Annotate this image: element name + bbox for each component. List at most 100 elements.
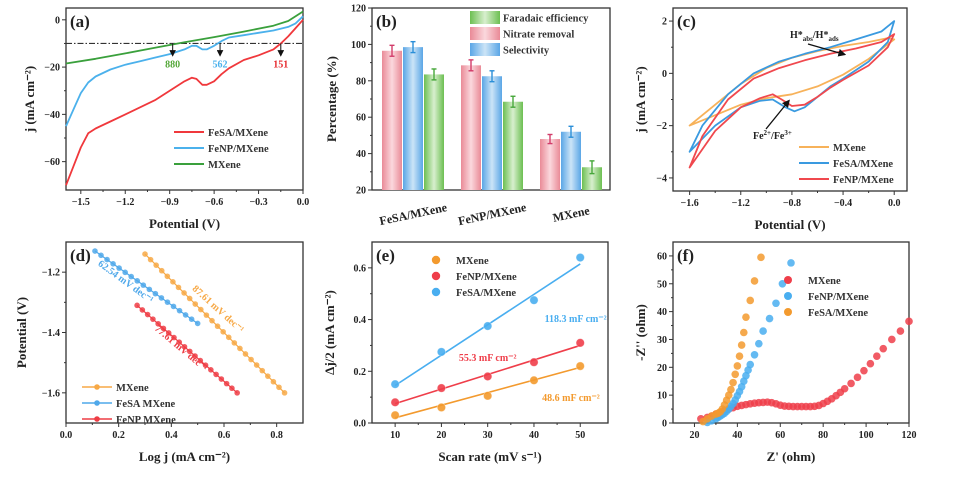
- y-tick-label: 60: [356, 113, 366, 124]
- series-line-fesa-mxene: [65, 19, 304, 186]
- data-point: [276, 384, 282, 391]
- x-tick-label: −1.2: [116, 197, 134, 208]
- data-point: [436, 347, 447, 357]
- data-point: [158, 267, 165, 274]
- legend-label: MXene: [116, 383, 149, 394]
- data-point: [270, 378, 277, 385]
- y-axis-title: -Z'' (ohm): [633, 304, 648, 361]
- panel-label: (c): [677, 12, 696, 31]
- data-point: [727, 385, 735, 394]
- data-point: [175, 284, 182, 291]
- capacitance-label: 118.3 mF cm⁻²: [545, 314, 607, 325]
- data-point: [248, 356, 254, 363]
- data-point: [214, 323, 221, 330]
- data-point: [134, 278, 141, 284]
- data-point: [116, 265, 122, 271]
- data-point: [390, 410, 400, 420]
- y-tick-label: 0.6: [354, 263, 367, 274]
- data-point: [390, 379, 400, 389]
- y-tick-label: 60: [657, 251, 667, 262]
- bar: [503, 101, 523, 190]
- panel-label: (b): [376, 12, 397, 31]
- y-tick-label: 0: [55, 15, 60, 26]
- annotation-part: /Fe: [770, 131, 785, 142]
- data-point: [735, 352, 744, 360]
- data-point: [575, 338, 585, 348]
- data-point: [223, 380, 230, 387]
- y-tick-label: 30: [657, 335, 667, 346]
- annotation-h-label: H*abs/H*ads: [790, 30, 839, 43]
- bar: [482, 76, 502, 190]
- panel-d: −1.2 −1.4 −1.6 0.0 0.2 0.4 0.6 0.8 (d) Log j (mA …: [14, 241, 304, 464]
- data-point: [436, 402, 447, 413]
- data-point: [225, 334, 232, 341]
- data-point: [529, 375, 539, 385]
- annotation-arrow: [807, 43, 847, 57]
- data-point: [840, 384, 849, 393]
- annotation-part: Fe: [753, 131, 764, 142]
- data-point: [128, 273, 135, 280]
- data-point: [731, 370, 740, 379]
- data-point: [153, 262, 159, 268]
- y-tick-label: 0.2: [354, 367, 367, 378]
- x-tick-label: 60: [775, 430, 785, 441]
- y-tick-label: 50: [657, 279, 667, 290]
- y-axis-title: Percentage (%): [324, 56, 339, 142]
- y-tick-label: 0.0: [354, 419, 367, 430]
- x-tick-label: 30: [483, 430, 493, 441]
- x-tick-label: −1.2: [732, 198, 750, 209]
- legend-marker: [431, 271, 441, 281]
- data-point: [757, 253, 765, 262]
- slope-label: 77.61 mV dec⁻¹: [152, 323, 209, 374]
- x-tick-label: 20: [436, 430, 446, 441]
- x-tick-label: 40: [529, 430, 539, 441]
- series-loop-fesa-mxene: [688, 20, 896, 153]
- data-point: [198, 306, 204, 313]
- y-tick-label: 0.4: [354, 315, 367, 326]
- data-point: [234, 390, 240, 396]
- data-point: [575, 361, 585, 371]
- annotation-part: /H*: [812, 30, 829, 41]
- data-point: [746, 360, 755, 369]
- data-point: [281, 390, 288, 396]
- data-point: [170, 279, 176, 285]
- x-axis-title: Potential (V): [754, 217, 825, 232]
- capacitance-label: 55.3 mF cm⁻²: [459, 353, 517, 364]
- data-point: [746, 296, 755, 305]
- data-point: [231, 340, 238, 346]
- x-tick-label: 80: [818, 430, 828, 441]
- bar: [382, 50, 402, 190]
- data-point: [778, 279, 787, 288]
- y-tick-label: −20: [44, 63, 60, 74]
- y-tick-label: −2: [656, 121, 667, 132]
- data-point: [170, 303, 177, 310]
- legend-swatch: [470, 27, 500, 40]
- panel-label: (f): [677, 246, 694, 265]
- legend-marker: [431, 287, 441, 297]
- data-point: [765, 314, 774, 323]
- annotation-label: 562: [213, 59, 228, 70]
- data-point: [155, 320, 161, 327]
- series-line-mxene: [65, 10, 304, 65]
- legend-label: FeNP/MXene: [208, 144, 269, 155]
- data-point: [905, 317, 913, 326]
- panel-a: 0 −20 −40 −60 −1.5 −1.2 −0.9 −0.6 −0.3 0.0 (a) Pote…: [22, 7, 309, 231]
- data-point: [896, 327, 905, 335]
- data-point: [181, 290, 187, 296]
- data-point: [750, 350, 759, 359]
- legend-marker: [784, 276, 792, 284]
- panel-e: 0.0 0.2 0.4 0.6 10 20 30 40 50 (e) Scan rate (mV s…: [322, 241, 609, 464]
- data-point: [729, 378, 737, 387]
- legend-marker: [94, 384, 100, 390]
- y-tick-label: 20: [657, 363, 667, 374]
- legend-label: FeSA/MXene: [208, 128, 268, 139]
- panel-b: 20 40 60 80 100 120 (b) Percentage (%) FeSA/MXen…: [324, 4, 611, 228]
- legend-marker: [784, 308, 792, 316]
- x-tick-label: 0.8: [270, 430, 283, 441]
- data-point: [436, 383, 447, 393]
- capacitance-label: 48.6 mF cm⁻²: [542, 393, 600, 404]
- y-tick-label: 40: [657, 307, 667, 318]
- data-point: [171, 334, 177, 341]
- panel-c: 2 0 −2 −4 −1.6 −1.2 −0.8 −0.4 0.0 (c) Potential (V…: [633, 7, 908, 232]
